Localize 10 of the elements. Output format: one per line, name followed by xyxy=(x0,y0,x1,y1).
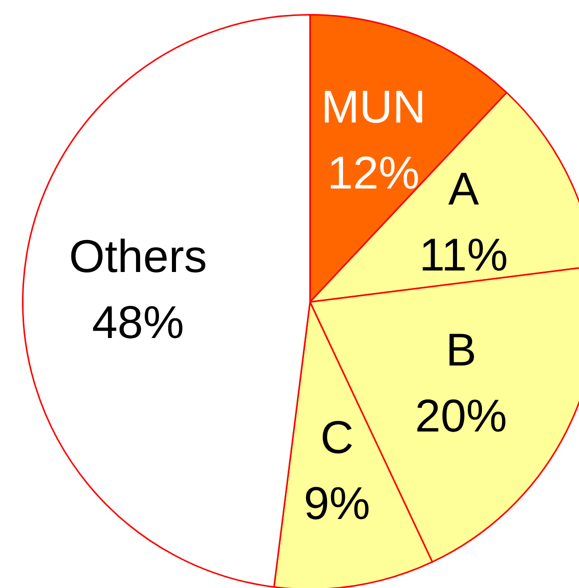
data-label: 12% xyxy=(327,146,420,198)
data-label: 11% xyxy=(419,228,508,280)
slice-label: Others xyxy=(68,230,208,282)
slice-label: MUN xyxy=(321,80,426,132)
data-label: 20% xyxy=(414,390,508,442)
data-label: 9% xyxy=(304,476,370,529)
slice-label: A xyxy=(448,162,480,214)
slice-label: C xyxy=(320,410,354,463)
data-label: 48% xyxy=(92,296,184,348)
slice-label: B xyxy=(446,324,476,376)
